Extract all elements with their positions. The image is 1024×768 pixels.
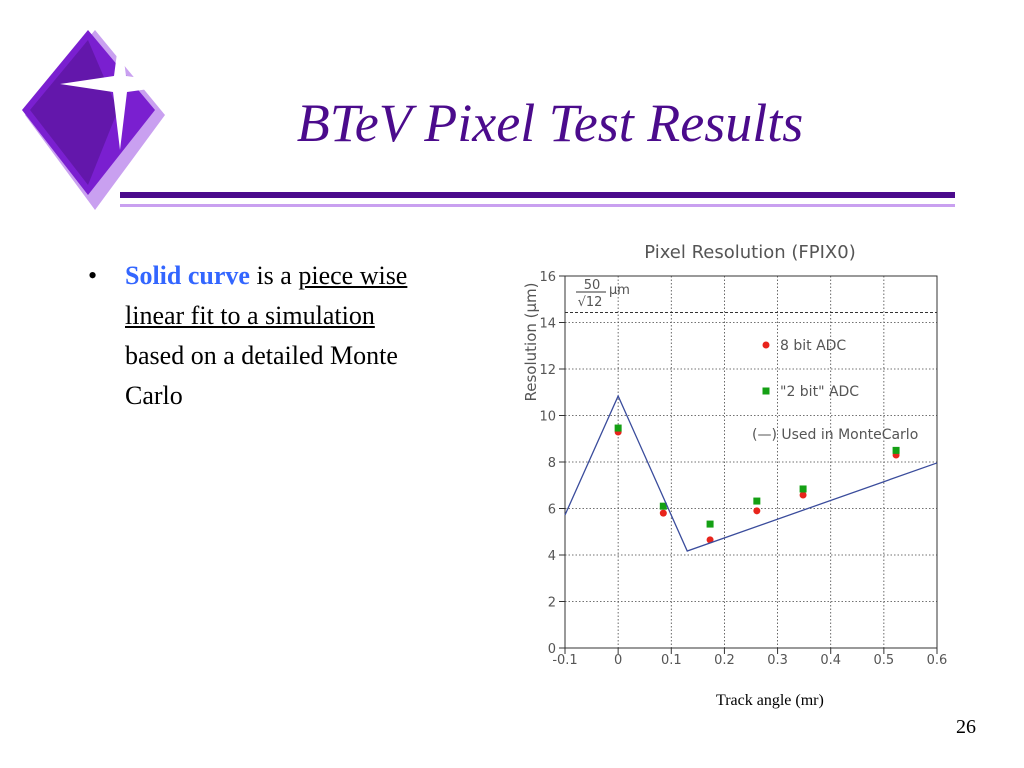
bullet-text: Solid curve is a piece wise linear fit t… — [125, 256, 438, 416]
y-tick-label: 2 — [548, 596, 556, 611]
legend-label: (—) Used in MonteCarlo — [752, 427, 918, 443]
point — [799, 491, 807, 499]
x-tick-label: 0.3 — [767, 653, 788, 668]
y-tick-label: 16 — [539, 270, 556, 285]
title-rule — [120, 192, 955, 198]
y-tick-label: 0 — [548, 642, 556, 657]
y-tick-label: 12 — [539, 363, 556, 378]
reference-numerator: 50 — [584, 278, 601, 293]
bullet-segment: Solid curve — [125, 261, 250, 290]
x-tick-label: 0.4 — [820, 653, 841, 668]
legend-label: 8 bit ADC — [780, 338, 846, 354]
star-glow — [110, 74, 130, 94]
bullet-dot: • — [88, 261, 98, 290]
chart-title: Pixel Resolution (FPIX0) — [644, 242, 855, 263]
point — [892, 446, 900, 454]
x-axis-caption: Track angle (mr) — [716, 692, 824, 709]
point — [614, 424, 622, 432]
title-rule-light — [120, 204, 955, 207]
point — [753, 497, 761, 505]
x-tick-label: 0 — [614, 653, 622, 668]
bullet-segment: based on a detailed Monte Carlo — [125, 341, 398, 410]
x-tick-label: 0.1 — [661, 653, 682, 668]
x-tick-label: 0.2 — [714, 653, 735, 668]
reference-denominator: √12 — [578, 295, 603, 310]
diamond-shade — [30, 40, 118, 185]
fit-line — [564, 394, 938, 552]
y-tick-label: 6 — [548, 503, 556, 518]
point — [706, 520, 714, 528]
point — [659, 502, 667, 510]
legend-marker — [762, 387, 770, 395]
point — [706, 536, 714, 544]
point — [659, 509, 667, 517]
bullet: • Solid curve is a piece wise linear fit … — [88, 256, 438, 416]
y-axis-label: Resolution (μm) — [522, 282, 540, 401]
y-tick-label: 14 — [539, 317, 556, 332]
x-tick-label: -0.1 — [552, 653, 577, 668]
reference-unit: μm — [609, 283, 630, 298]
slide-title: BTeV Pixel Test Results — [296, 93, 804, 153]
point — [799, 485, 807, 493]
x-tick-label: 0.6 — [927, 653, 948, 668]
bullet-segment: is a — [249, 261, 299, 290]
y-tick-label: 8 — [548, 456, 556, 471]
page-number: 26 — [956, 716, 976, 738]
x-tick-label: 0.5 — [874, 653, 895, 668]
y-tick-label: 4 — [548, 549, 556, 564]
point — [753, 507, 761, 515]
legend-marker — [762, 341, 770, 349]
plot-frame — [564, 275, 938, 649]
legend-label: "2 bit" ADC — [780, 384, 859, 400]
bullet-segment: piece wise linear fit to a simulation — [125, 261, 408, 330]
y-tick-label: 10 — [539, 410, 556, 425]
